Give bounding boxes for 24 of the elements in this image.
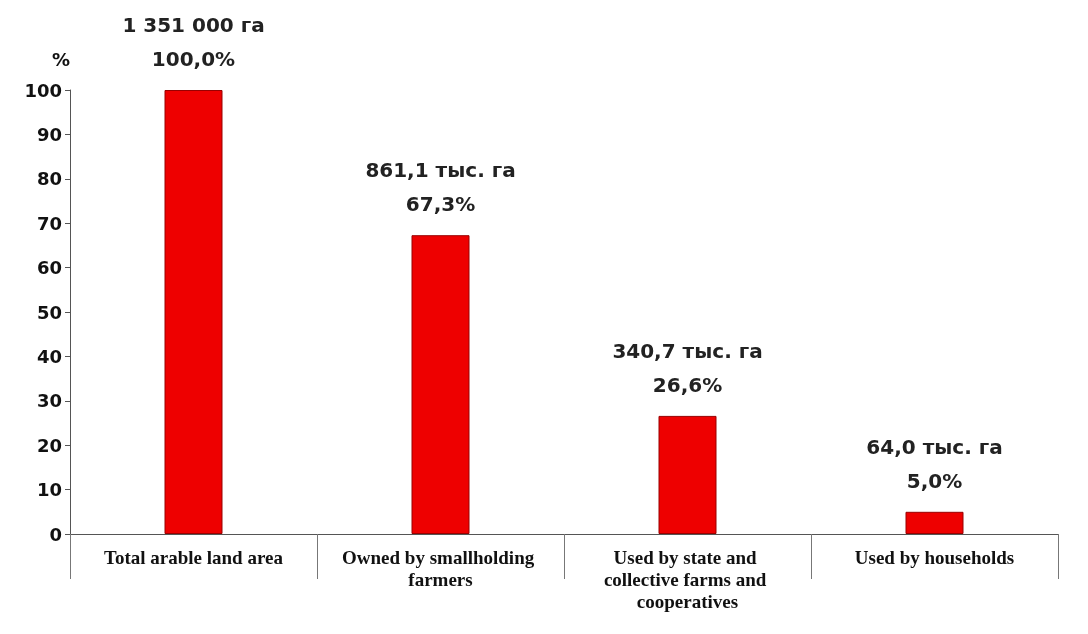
- bar: [164, 90, 223, 534]
- bar: [658, 415, 717, 534]
- bar: [905, 511, 964, 534]
- y-tick-label: 50: [36, 301, 62, 323]
- x-tick-label: Used by state and collective farms and cooperatives: [603, 546, 772, 612]
- data-label: 340,7 тыс. га 26,6%: [612, 338, 763, 397]
- y-tick-label: 0: [49, 523, 62, 545]
- y-tick-label: 30: [36, 390, 62, 412]
- y-tick-label: 100: [24, 79, 62, 101]
- y-tick-label: 20: [36, 434, 62, 456]
- y-tick-label: 80: [36, 168, 62, 190]
- data-label: 1 351 000 га 100,0%: [122, 13, 265, 71]
- x-tick-label: Used by households: [854, 546, 1015, 568]
- y-tick-label: 40: [36, 345, 62, 367]
- y-tick-label: 10: [36, 479, 62, 501]
- y-tick-label: 90: [36, 123, 62, 145]
- x-tick-label: Total arable land area: [104, 546, 284, 568]
- y-tick-label: 70: [36, 212, 62, 234]
- x-tick-label: Owned by smallholding farmers: [342, 546, 539, 590]
- data-label: 64,0 тыс. га 5,0%: [866, 434, 1003, 493]
- y-axis-title: %: [51, 48, 70, 70]
- y-tick-label: 60: [36, 257, 62, 279]
- bar: [411, 235, 470, 534]
- data-label: 861,1 тыс. га 67,3%: [365, 158, 516, 217]
